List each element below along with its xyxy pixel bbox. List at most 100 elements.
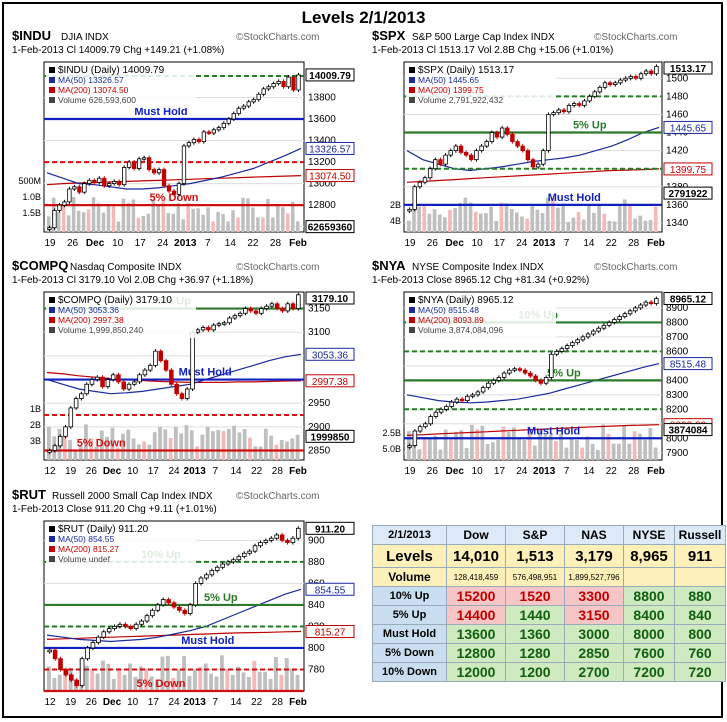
x-tick-label: 26	[427, 466, 439, 477]
candle-body	[269, 303, 275, 307]
candle-body	[73, 398, 79, 409]
volume-bar	[587, 205, 591, 232]
value-tag-box	[663, 357, 713, 371]
candle-body	[582, 100, 587, 106]
volume-bar	[121, 433, 125, 460]
volume-tick-label: 5.0B	[382, 444, 401, 454]
candle	[69, 672, 74, 683]
candle-body	[633, 76, 639, 79]
volume-bar	[592, 212, 596, 232]
volume-bar	[491, 442, 495, 460]
legend-swatch	[49, 546, 55, 552]
candle	[89, 377, 95, 387]
candle-body	[465, 395, 470, 402]
volume-bar	[156, 205, 161, 232]
volume-bar	[187, 676, 192, 691]
nya-chart: $NYA NYSE Composite Index INDX ©StockChart…	[372, 258, 713, 477]
candle-body	[575, 339, 580, 344]
legend-swatch	[49, 87, 55, 93]
candle	[538, 378, 544, 386]
x-tick-label: 7	[564, 238, 570, 249]
candle	[453, 144, 459, 153]
value-tag: 3053.36	[305, 347, 355, 361]
volume-bar	[116, 221, 121, 232]
candle	[638, 303, 643, 310]
candle-body	[247, 550, 252, 554]
candle	[454, 397, 460, 405]
volume-bar	[144, 668, 149, 691]
candle-body	[458, 145, 464, 153]
volume-bar	[653, 206, 658, 232]
volume-bar	[449, 438, 453, 460]
volume-bar	[256, 217, 260, 232]
candle-body	[501, 372, 507, 378]
candle-body	[554, 350, 559, 355]
chart-ticker: $COMPQ	[12, 258, 68, 273]
volume-bar	[166, 212, 171, 232]
volume-bar	[458, 202, 463, 232]
legend-swatch	[409, 317, 415, 323]
volume-bar	[602, 213, 607, 232]
candle	[491, 378, 496, 386]
volume-bar	[84, 665, 89, 691]
candle-body	[236, 107, 241, 115]
candle-body	[133, 623, 139, 629]
candle-body	[141, 157, 147, 160]
volume-bar	[176, 669, 181, 691]
candle	[63, 667, 69, 677]
candle-body	[407, 445, 412, 448]
volume-bar	[106, 663, 111, 691]
candle-body	[627, 310, 633, 315]
y-tick-label: 12800	[308, 200, 336, 211]
volume-bar	[230, 674, 235, 691]
volume-bar	[96, 203, 101, 232]
candle	[520, 144, 525, 153]
value-tag-box	[663, 162, 713, 176]
candle-body	[264, 305, 269, 309]
candle	[627, 308, 633, 316]
candle	[121, 379, 126, 392]
y-tick-label: 13600	[308, 114, 336, 125]
candle-body	[201, 131, 207, 143]
volume-bar	[501, 426, 506, 460]
candle-body	[147, 364, 153, 371]
candle	[505, 125, 510, 137]
candle-body	[47, 450, 52, 453]
volume-bar	[443, 217, 447, 232]
candle-body	[101, 631, 107, 638]
volume-bar	[437, 214, 442, 232]
candle-body	[444, 406, 449, 410]
legend-box	[46, 64, 196, 108]
x-tick-label: 28	[272, 697, 284, 708]
candle	[160, 597, 166, 607]
candle	[122, 165, 127, 187]
candle	[596, 326, 601, 334]
candle-body	[484, 141, 489, 147]
level-cell: 7200	[623, 662, 675, 682]
x-tick-label: Dec	[103, 697, 122, 708]
candle-body	[546, 114, 551, 152]
candle	[176, 181, 182, 197]
x-tick-label: 2013	[184, 697, 207, 708]
volume-bar	[146, 213, 151, 232]
x-tick-label: Dec	[446, 238, 465, 249]
volume-bar	[171, 677, 176, 691]
candle	[274, 301, 280, 311]
candle-body	[95, 376, 100, 380]
candle	[141, 155, 147, 161]
value-tag-box	[305, 521, 355, 535]
candle-body	[602, 82, 608, 88]
level-label: 5% Up	[547, 367, 581, 379]
volume-bar	[407, 220, 411, 232]
x-tick-label: 17	[494, 466, 506, 477]
candle	[79, 391, 84, 401]
x-tick-label: 26	[86, 466, 98, 477]
volume-bar	[653, 447, 658, 460]
volume-bar	[556, 207, 560, 232]
candle	[285, 301, 291, 313]
volume-bar	[198, 666, 203, 691]
x-tick-label: 24	[157, 238, 169, 249]
candle-body	[412, 430, 418, 446]
header-nas: NAS	[564, 525, 624, 545]
